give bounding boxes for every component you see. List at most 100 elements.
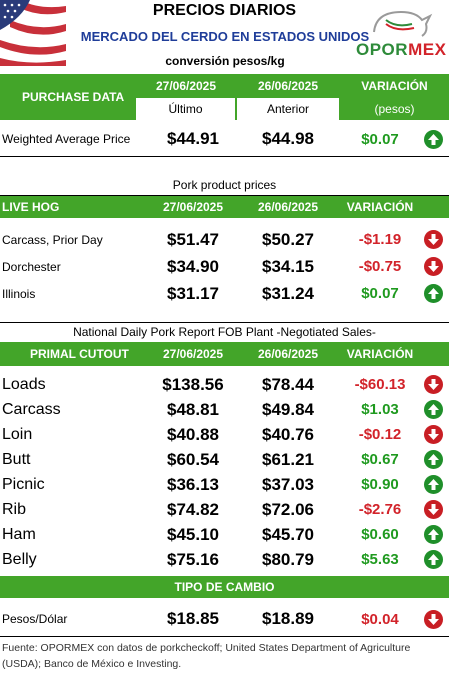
divider	[0, 322, 449, 323]
row-previous: $45.70	[262, 524, 314, 544]
purchase-row: Weighted Average Price $44.91 $44.98 $0.…	[0, 122, 449, 156]
arrow-down-icon	[424, 375, 443, 394]
page-subtitle: MERCADO DEL CERDO EN ESTADOS UNIDOS	[80, 29, 370, 44]
row-label: Illinois	[2, 286, 36, 301]
row-label: Ham	[2, 525, 36, 543]
row-direction	[420, 447, 447, 472]
purchase-sub-previous: Anterior	[237, 98, 339, 120]
divider	[0, 195, 449, 196]
row-direction	[420, 547, 447, 572]
row-direction	[420, 397, 447, 422]
table-row: Butt $60.54 $61.21 $0.67	[0, 447, 449, 472]
row-variation: $0.67	[361, 451, 399, 468]
row-previous: $50.27	[262, 229, 314, 249]
row-label: Weighted Average Price	[2, 132, 131, 146]
row-previous: $44.98	[262, 129, 314, 148]
row-current: $34.90	[167, 256, 219, 276]
row-label: Loads	[2, 375, 46, 393]
row-current: $18.85	[167, 609, 219, 628]
arrow-up-icon	[424, 284, 443, 303]
purchase-date-previous: 26/06/2025	[257, 79, 319, 93]
row-direction	[420, 497, 447, 522]
arrow-down-icon	[424, 500, 443, 519]
row-current: $75.16	[167, 549, 219, 569]
logo-text-mex: MEX	[408, 40, 447, 59]
row-previous: $49.84	[262, 399, 314, 419]
table-row: Picnic $36.13 $37.03 $0.90	[0, 472, 449, 497]
row-direction	[420, 226, 447, 253]
pork-date-previous: 26/06/2025	[257, 200, 319, 214]
row-current: $48.81	[167, 399, 219, 419]
row-variation: $0.07	[361, 285, 399, 302]
primal-label: PRIMAL CUTOUT	[30, 347, 129, 361]
row-variation: -$0.75	[358, 258, 402, 275]
table-row: Loin $40.88 $40.76 -$0.12	[0, 422, 449, 447]
pork-title: Pork product prices	[172, 178, 277, 192]
arrow-up-icon	[424, 450, 443, 469]
row-direction	[420, 280, 447, 307]
divider	[0, 156, 449, 157]
exchange-header: TIPO DE CAMBIO	[0, 576, 449, 598]
row-label: Rib	[2, 500, 27, 518]
row-previous: $72.06	[262, 499, 314, 519]
purchase-label: PURCHASE DATA	[22, 90, 125, 104]
table-row: Carcass $48.81 $49.84 $1.03	[0, 397, 449, 422]
exchange-title: TIPO DE CAMBIO	[174, 580, 275, 594]
table-row: Loads $138.56 $78.44 -$60.13	[0, 372, 449, 397]
purchase-variation-label: VARIACIÓN	[361, 79, 428, 93]
primal-variation-label: VARIACIÓN	[346, 347, 414, 361]
pork-label: LIVE HOG	[2, 200, 60, 214]
primal-date-previous: 26/06/2025	[257, 347, 319, 361]
row-variation: -$0.12	[358, 426, 402, 443]
row-variation: $0.60	[361, 526, 399, 543]
row-label: Belly	[2, 550, 37, 568]
row-variation: $0.04	[361, 610, 399, 628]
row-previous: $31.24	[262, 283, 314, 303]
row-previous: $34.15	[262, 256, 314, 276]
us-flag-image	[0, 0, 66, 66]
pork-variation-label: VARIACIÓN	[346, 200, 414, 214]
purchase-date-current: 27/06/2025	[155, 79, 217, 93]
row-current: $36.13	[167, 474, 219, 494]
primal-title: National Daily Pork Report FOB Plant -Ne…	[73, 325, 376, 339]
row-variation: -$60.13	[354, 376, 406, 393]
row-previous: $40.76	[262, 424, 314, 444]
arrow-down-icon	[424, 257, 443, 276]
row-previous: $80.79	[262, 549, 314, 569]
row-label: Butt	[2, 450, 31, 468]
exchange-row: Pesos/Dólar $18.85 $18.89 $0.04	[0, 602, 449, 636]
primal-header: PRIMAL CUTOUT 27/06/2025 26/06/2025 VARI…	[0, 342, 449, 366]
conversion-note: conversión pesos/kg	[165, 54, 285, 68]
row-direction	[420, 472, 447, 497]
table-row: Belly $75.16 $80.79 $5.63	[0, 547, 449, 572]
row-label: Dorchester	[2, 259, 61, 274]
purchase-sub-current: Último	[136, 98, 235, 120]
pork-header: LIVE HOG 27/06/2025 26/06/2025 VARIACIÓN	[0, 196, 449, 218]
source-footnote: Fuente: OPORMEX con datos de porkcheckof…	[2, 642, 411, 670]
row-direction	[420, 122, 447, 156]
table-row: Ham $45.10 $45.70 $0.60	[0, 522, 449, 547]
arrow-down-icon	[424, 609, 443, 629]
row-label: Carcass	[2, 400, 61, 418]
row-direction	[420, 522, 447, 547]
pork-date-current: 27/06/2025	[162, 200, 224, 214]
row-label: Pesos/Dólar	[2, 612, 68, 626]
row-previous: $61.21	[262, 449, 314, 469]
row-previous: $18.89	[262, 609, 314, 628]
row-variation: $1.03	[361, 401, 399, 418]
page-title: PRECIOS DIARIOS	[152, 2, 297, 19]
pig-logo-icon	[373, 10, 433, 37]
logo-text-opor: OPOR	[356, 40, 409, 59]
row-direction	[420, 602, 447, 636]
divider	[0, 636, 449, 637]
arrow-up-icon	[424, 550, 443, 569]
row-current: $44.91	[167, 129, 219, 148]
purchase-header: PURCHASE DATA 27/06/2025 26/06/2025 VARI…	[0, 74, 449, 120]
row-current: $51.47	[167, 229, 219, 249]
row-variation: $5.63	[361, 551, 399, 568]
table-row: Rib $74.82 $72.06 -$2.76	[0, 497, 449, 522]
primal-date-current: 27/06/2025	[162, 347, 224, 361]
arrow-up-icon	[424, 400, 443, 419]
row-variation: $0.07	[361, 130, 399, 148]
row-current: $60.54	[167, 449, 219, 469]
